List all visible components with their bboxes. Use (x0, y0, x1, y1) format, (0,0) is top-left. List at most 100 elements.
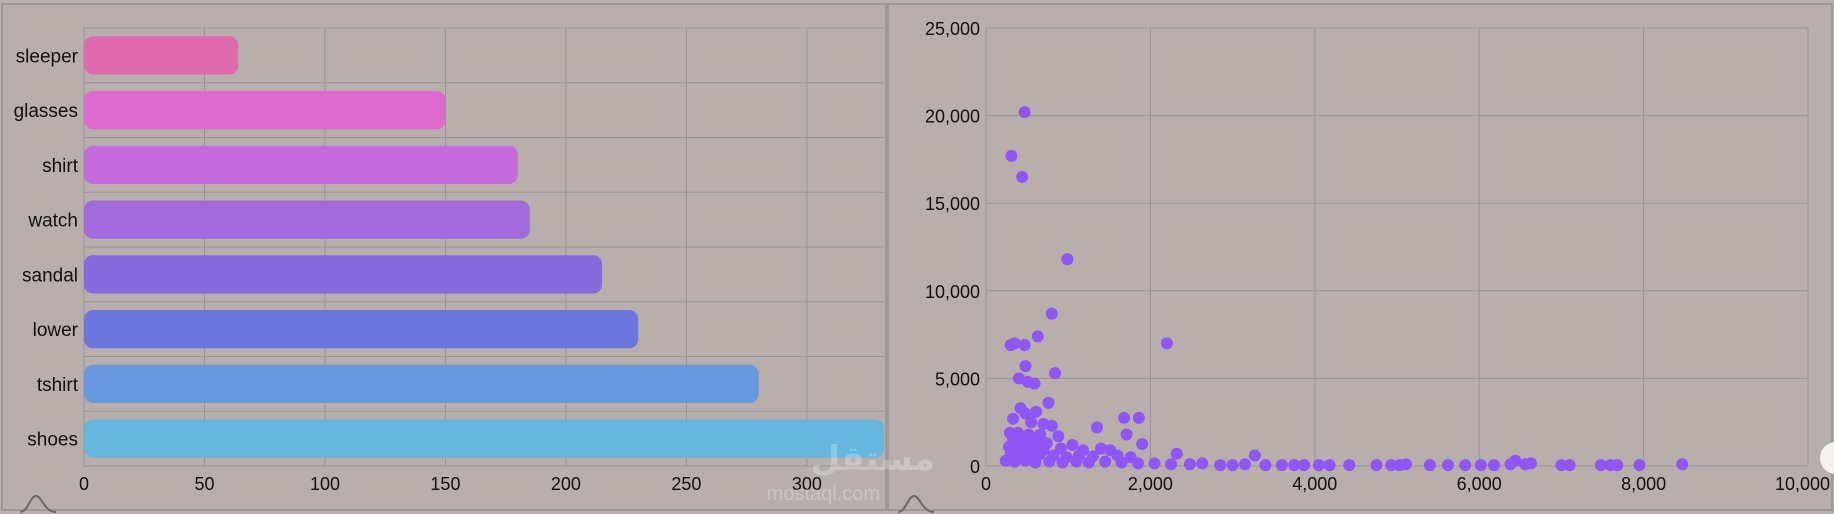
scatter-point[interactable] (1043, 455, 1056, 468)
scatter-point[interactable] (1370, 459, 1383, 472)
scatter-point[interactable] (1487, 459, 1500, 472)
scatter-point[interactable] (999, 454, 1012, 467)
scatter-point[interactable] (1052, 430, 1065, 443)
scatter-point[interactable] (1160, 337, 1173, 350)
scatter-point[interactable] (1238, 458, 1251, 471)
scatter-point[interactable] (1025, 416, 1038, 429)
scatter-chart-panel: 0 5,000 10,000 15,000 20,000 25,000 0 2,000 4,0… (887, 3, 1833, 511)
scatter-point[interactable] (1042, 396, 1055, 409)
scatter-point[interactable] (1066, 438, 1079, 451)
scatter-point[interactable] (1259, 459, 1272, 472)
scatter-point[interactable] (1012, 372, 1025, 385)
scatter-point[interactable] (1611, 459, 1624, 472)
density-toggle-icon[interactable] (19, 494, 57, 513)
scatter-point[interactable] (1018, 106, 1031, 119)
bar-x-tick-label: 0 (79, 474, 89, 494)
scatter-point[interactable] (1031, 330, 1044, 343)
scatter-point[interactable] (1115, 456, 1128, 469)
density-toggle-icon[interactable] (897, 494, 935, 513)
bar-x-tick-label: 200 (551, 474, 581, 494)
scatter-point[interactable] (1441, 459, 1454, 472)
scatter-point[interactable] (1423, 459, 1436, 472)
scatter-point[interactable] (1170, 447, 1183, 460)
scatter-point[interactable] (1019, 360, 1032, 373)
scatter-point[interactable] (1459, 459, 1472, 472)
scatter-point[interactable] (1343, 459, 1356, 472)
scatter-point[interactable] (1509, 454, 1522, 467)
scatter-point[interactable] (1005, 149, 1018, 162)
bar-chart-x-tick-labels: 0 50 100 150 200 250 300 (79, 474, 822, 494)
scatter-point[interactable] (1049, 367, 1062, 380)
bar-watch[interactable] (84, 200, 530, 239)
scatter-point[interactable] (1214, 459, 1227, 472)
scatter-point[interactable] (1029, 456, 1042, 469)
scatter-point[interactable] (1323, 459, 1336, 472)
scatter-point[interactable] (1019, 454, 1032, 467)
bar-x-tick-label: 100 (310, 474, 340, 494)
scatter-point[interactable] (1563, 459, 1576, 472)
bar-chart-bars (84, 36, 884, 458)
scatter-point[interactable] (1030, 405, 1043, 418)
bar-sleeper[interactable] (84, 36, 239, 75)
bar-shoes[interactable] (84, 419, 884, 458)
scatter-point[interactable] (1095, 442, 1108, 455)
scatter-point[interactable] (1164, 458, 1177, 471)
scatter-point[interactable] (1070, 455, 1083, 468)
scatter-point[interactable] (1136, 438, 1149, 451)
scatter-point[interactable] (1056, 456, 1069, 469)
scatter-point[interactable] (1474, 459, 1487, 472)
scatter-point[interactable] (1019, 407, 1032, 420)
scatter-point[interactable] (1082, 456, 1095, 469)
scatter-point[interactable] (1298, 459, 1311, 472)
scatter-point[interactable] (1226, 459, 1239, 472)
bar-glasses[interactable] (84, 90, 446, 130)
scatter-point[interactable] (1132, 411, 1145, 424)
bar-category-label: sleeper (16, 46, 79, 67)
scatter-point[interactable] (1524, 457, 1537, 470)
scatter-point[interactable] (1132, 457, 1145, 470)
scatter-y-tick-label: 5,000 (935, 369, 980, 389)
scatter-point[interactable] (1148, 457, 1161, 470)
scatter-point[interactable] (1555, 459, 1568, 472)
scatter-y-tick-label: 25,000 (925, 19, 980, 39)
scatter-point[interactable] (1288, 459, 1301, 472)
options-menu-icon[interactable] (1820, 442, 1834, 474)
scatter-point[interactable] (1007, 412, 1020, 425)
bar-sandal[interactable] (84, 255, 603, 294)
bar-category-label: watch (27, 211, 78, 232)
bar-shirt[interactable] (84, 145, 518, 185)
scatter-point[interactable] (1312, 459, 1325, 472)
bar-tshirt[interactable] (84, 364, 759, 404)
bar-category-label: lower (33, 320, 79, 341)
scatter-point[interactable] (1028, 377, 1041, 390)
scatter-point[interactable] (1045, 307, 1058, 320)
scatter-point[interactable] (1008, 455, 1021, 468)
scatter-x-tick-label: 4,000 (1292, 474, 1337, 494)
scatter-point[interactable] (1385, 459, 1398, 472)
scatter-point[interactable] (1196, 457, 1209, 470)
scatter-point[interactable] (1120, 428, 1133, 441)
scatter-point[interactable] (1248, 449, 1261, 462)
scatter-point[interactable] (1275, 459, 1288, 472)
scatter-point[interactable] (1594, 459, 1607, 472)
scatter-point[interactable] (1633, 459, 1646, 472)
bar-category-label: glasses (14, 101, 78, 122)
bar-x-tick-label: 50 (194, 474, 214, 494)
bar-x-tick-label: 150 (430, 474, 460, 494)
scatter-point[interactable] (1118, 411, 1131, 424)
bar-lower[interactable] (84, 309, 639, 349)
scatter-point[interactable] (1018, 339, 1031, 352)
scatter-point[interactable] (1183, 458, 1196, 471)
scatter-point[interactable] (1061, 253, 1074, 266)
scatter-point[interactable] (1008, 337, 1021, 350)
scatter-point[interactable] (1676, 458, 1689, 471)
scatter-point[interactable] (1016, 170, 1029, 183)
bar-category-label: tshirt (37, 375, 79, 396)
scatter-point[interactable] (1400, 458, 1413, 471)
scatter-point[interactable] (1034, 428, 1047, 441)
scatter-point[interactable] (1090, 421, 1103, 434)
bar-chart-category-labels: sleeper glasses shirt watch sandal lower tshir… (14, 46, 79, 450)
scatter-y-tick-label: 0 (970, 457, 980, 477)
scatter-point[interactable] (1045, 419, 1058, 432)
scatter-point[interactable] (1099, 455, 1112, 468)
